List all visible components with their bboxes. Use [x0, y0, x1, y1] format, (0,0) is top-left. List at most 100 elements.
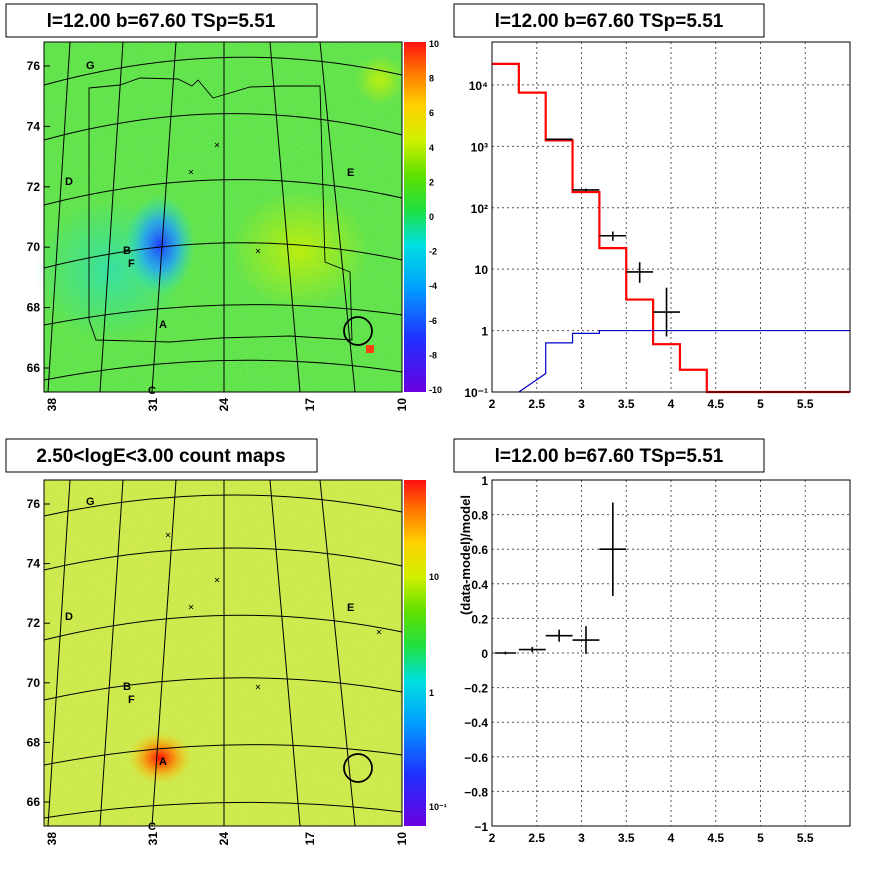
counts-colorbar	[404, 480, 426, 826]
count-label-C: C	[148, 821, 156, 833]
title-top-left: l=12.00 b=67.60 TSp=5.51	[5, 3, 318, 38]
source-label-A: A	[159, 319, 167, 331]
residual-map-x-tick-38: 38	[45, 398, 59, 412]
count-map-frame	[43, 479, 403, 827]
residual-map-y-tick-68: 68	[27, 301, 41, 315]
residual-colorbar-tick-6: 6	[429, 108, 434, 118]
count-map-y-tick-76: 76	[27, 497, 41, 511]
residual-map-y-tick-72: 72	[27, 180, 41, 194]
source-label-B: B	[123, 245, 131, 257]
residual-y-tick: 1	[481, 474, 488, 488]
residual-map-y-tick-70: 70	[27, 240, 41, 254]
spectrum-frame	[491, 41, 851, 393]
residual-x-tick: 4	[668, 831, 675, 845]
residual-y-tick: −0.2	[464, 682, 488, 696]
count-map-source-markers	[165, 532, 382, 690]
title-top-left-text: l=12.00 b=67.60 TSp=5.51	[47, 11, 276, 32]
count-label-G: G	[86, 496, 95, 508]
count-map-panel: G D E B F A C 76 74 72 70 68 66 38 31 24 17 10 10…	[27, 479, 447, 846]
residual-map-blue-cluster	[125, 195, 195, 295]
count-label-F: F	[128, 694, 135, 706]
residual-colorbar-tick-2: 2	[429, 177, 434, 187]
count-map-x-tick-10: 10	[395, 832, 409, 846]
source-label-C: C	[148, 385, 156, 397]
residual-frame	[491, 479, 851, 827]
residual-x-tick: 3	[578, 831, 585, 845]
residual-map-y-tick-74: 74	[27, 119, 41, 133]
title-bottom-right-text: l=12.00 b=67.60 TSp=5.51	[495, 446, 724, 467]
counts-colorbar-tick-10: 10	[429, 572, 439, 582]
residual-y-tick: −1	[474, 820, 488, 834]
title-bottom-left-text: 2.50<logE<3.00 count maps	[36, 446, 285, 467]
spectrum-y-tick: 10³	[471, 140, 488, 154]
source-label-G: G	[86, 60, 95, 72]
residual-colorbar-tick--2: -2	[429, 247, 437, 257]
residual-y-tick: 0.4	[471, 578, 488, 592]
source-label-E: E	[347, 167, 354, 179]
source-circle	[343, 316, 373, 346]
residual-plot-area	[492, 480, 850, 826]
spectrum-y-tick: 10²	[471, 202, 488, 216]
residual-map-x-tick-24: 24	[217, 398, 231, 412]
count-map-x-ticks: 38 31 24 17 10	[45, 832, 409, 846]
count-label-D: D	[65, 611, 73, 623]
count-map-y-tick-74: 74	[27, 557, 41, 571]
residual-x-tick: 5	[757, 831, 764, 845]
residual-map-x-tick-31: 31	[146, 398, 160, 412]
counts-colorbar-tick-0.1: 10⁻¹	[429, 802, 447, 812]
title-top-right: l=12.00 b=67.60 TSp=5.51	[453, 3, 765, 38]
count-map-y-tick-72: 72	[27, 616, 41, 630]
residual-x-tick: 5.5	[797, 831, 814, 845]
source-label-D: D	[65, 176, 73, 188]
model-step-line	[492, 62, 850, 394]
residual-colorbar	[404, 42, 426, 392]
residual-colorbar-tick--8: -8	[429, 350, 437, 360]
residual-y-tick: −0.4	[464, 716, 488, 730]
residual-x-tick: 2	[489, 831, 496, 845]
residual-colorbar-tick-8: 8	[429, 74, 434, 84]
residual-x-tick: 4.5	[707, 831, 724, 845]
residual-y-tick: −0.8	[464, 785, 488, 799]
count-map-noise	[44, 480, 402, 826]
spectrum-x-tick: 4.5	[707, 397, 724, 411]
background-step-line	[518, 329, 850, 393]
residual-map-y-ticks: 76 74 72 70 68 66	[27, 59, 50, 375]
title-top-right-text: l=12.00 b=67.60 TSp=5.51	[495, 11, 724, 32]
title-bottom-left: 2.50<logE<3.00 count maps	[5, 438, 318, 473]
residual-colorbar-tick-0: 0	[429, 212, 434, 222]
residual-map-frame	[43, 41, 403, 393]
residual-x-tick: 3.5	[618, 831, 635, 845]
residual-y-tick: 0.6	[471, 543, 488, 557]
spectrum-y-tick: 10	[475, 263, 489, 277]
count-map-bright-source	[128, 732, 192, 784]
residual-map-exposure-contour	[88, 77, 353, 343]
spectrum-x-tick: 2.5	[528, 397, 545, 411]
residual-map-source-markers	[188, 142, 261, 254]
spectrum-x-tick: 3	[578, 397, 585, 411]
spectrum-plot: 2 2.5 3 3.5 4 4.5 5 5.5 10⁻¹ 1 10 10² 10³ 10⁴	[464, 41, 851, 411]
residual-y-axis-label: (data-model)/model	[458, 495, 473, 615]
residual-colorbar-tick-10: 10	[429, 39, 439, 49]
residual-x-tick: 2.5	[528, 831, 545, 845]
residual-colorbar-tick--10: -10	[429, 385, 442, 395]
residual-map-y-tick-76: 76	[27, 59, 41, 73]
residual-map-yellow-corner	[355, 55, 405, 105]
spectrum-x-tick: 2	[489, 397, 496, 411]
spectrum-x-tick: 4	[668, 397, 675, 411]
residual-map-y-tick-66: 66	[27, 361, 41, 375]
count-label-A: A	[159, 756, 167, 768]
spectrum-y-tick: 1	[481, 325, 488, 339]
count-map-y-tick-66: 66	[27, 795, 41, 809]
spectrum-x-tick: 5	[757, 397, 764, 411]
residual-y-tick: 0.8	[471, 509, 488, 523]
spectrum-x-tick: 3.5	[618, 397, 635, 411]
count-map-grid	[43, 479, 403, 827]
residual-plot: 2 2.5 3 3.5 4 4.5 5 5.5 1 0.8 0.6 0.4 0.2 0 −0.2 −0.4 −0…	[458, 474, 851, 845]
residual-map-grid	[43, 41, 403, 393]
residual-colorbar-tick-4: 4	[429, 143, 434, 153]
residual-map-x-tick-10: 10	[395, 398, 409, 412]
count-label-E: E	[347, 602, 354, 614]
spectrum-y-tick: 10⁴	[469, 79, 488, 93]
